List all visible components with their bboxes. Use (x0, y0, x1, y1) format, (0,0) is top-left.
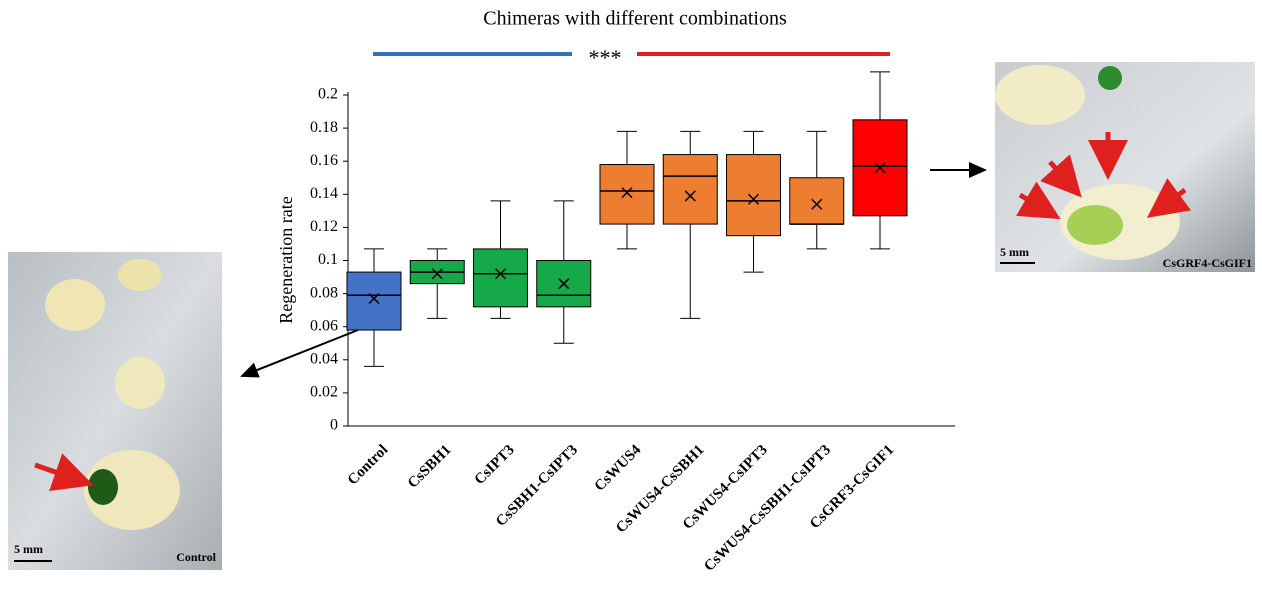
y-tick-label: 0 (330, 417, 338, 434)
page: Chimeras with different combinations ***… (0, 0, 1262, 591)
significance: *** (589, 45, 622, 70)
y-tick-label: 0.12 (310, 218, 338, 235)
y-tick-label: 0.06 (310, 317, 338, 334)
x-tick-label: CsIPT3 (472, 442, 518, 488)
x-tick-label: Control (345, 442, 391, 488)
y-tick-label: 0.1 (318, 251, 338, 268)
photo-grf4: 5 mm CsGRF4-CsGIF1 (995, 62, 1255, 272)
scale-label: 5 mm (1000, 245, 1029, 259)
arrow (242, 330, 358, 376)
box (790, 178, 844, 224)
y-tick-label: 0.02 (310, 384, 338, 401)
photo-control: 5 mm Control (8, 252, 222, 570)
y-tick-label: 0.08 (310, 284, 338, 301)
x-tick-label: CsWUS4-CsSBH1-CsIPT3 (701, 442, 834, 575)
box (663, 155, 717, 225)
box (474, 249, 528, 307)
y-tick-label: 0.04 (310, 350, 338, 367)
figure: Chimeras with different combinations ***… (0, 0, 1262, 591)
box (347, 272, 401, 330)
y-tick-label: 0.16 (310, 152, 338, 169)
photo-label: CsGRF4-CsGIF1 (1163, 256, 1252, 270)
y-tick-label: 0.2 (318, 86, 338, 103)
x-tick-label: CsWUS4 (592, 442, 645, 495)
box (600, 165, 654, 225)
photo-label: Control (176, 550, 216, 564)
y-tick-label: 0.14 (310, 185, 338, 202)
y-axis-label: Regeneration rate (276, 196, 296, 323)
chart-title: Chimeras with different combinations (483, 8, 787, 30)
box (727, 155, 781, 236)
y-tick-label: 0.18 (310, 119, 338, 136)
x-tick-label: CsSBH1 (405, 442, 455, 492)
scale-label: 5 mm (14, 542, 43, 556)
